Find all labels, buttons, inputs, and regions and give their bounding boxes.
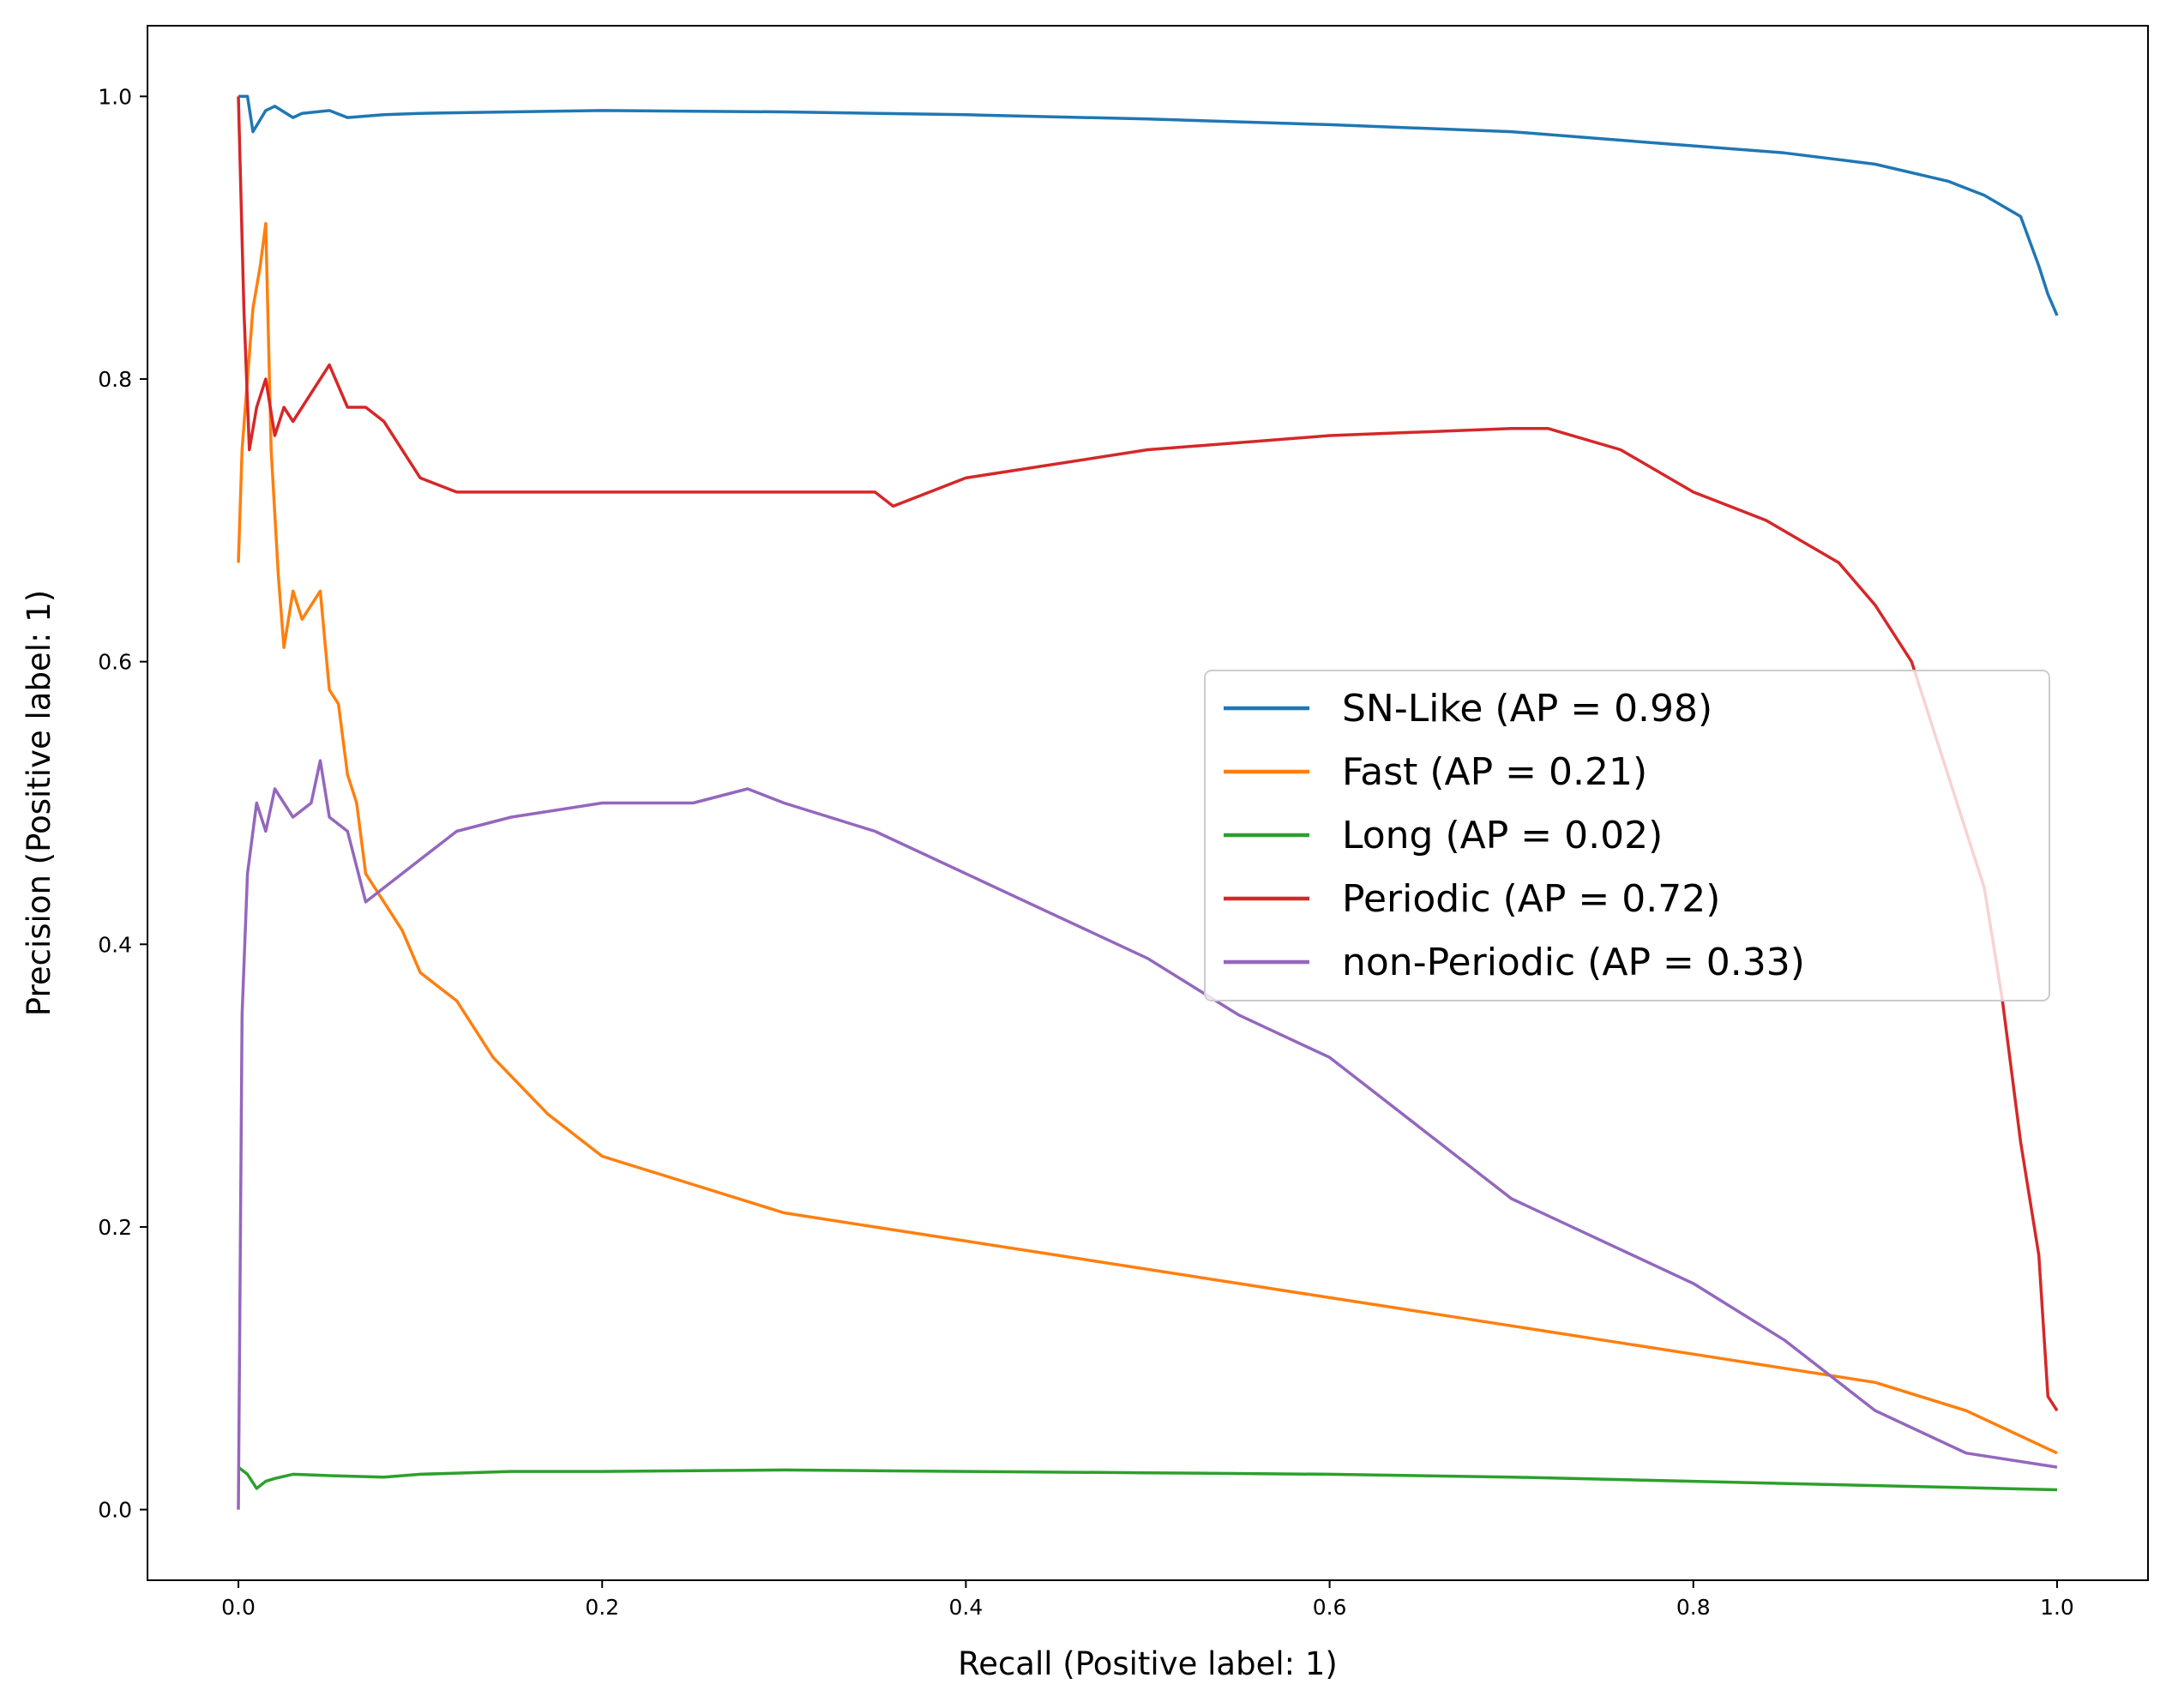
x-axis-label: Recall (Positive label: 1) <box>958 1645 1338 1682</box>
x-tick-label: 0.6 <box>1313 1595 1347 1620</box>
y-tick-label: 0.6 <box>98 650 132 675</box>
legend-label-non-periodic: non-Periodic (AP = 0.33) <box>1342 941 1805 984</box>
x-tick-label: 0.2 <box>585 1595 619 1620</box>
x-tick-label: 0.8 <box>1676 1595 1711 1620</box>
y-axis-label: Precision (Positive label: 1) <box>21 590 57 1016</box>
x-tick-label: 0.0 <box>221 1595 256 1620</box>
y-tick-label: 0.4 <box>98 932 132 957</box>
series-line-sn-like <box>238 94 2059 316</box>
y-tick-label: 0.2 <box>98 1215 132 1240</box>
y-tick-label: 1.0 <box>98 84 132 109</box>
legend: SN-Like (AP = 0.98) Fast (AP = 0.21) Long … <box>1204 670 2050 1001</box>
plot-area <box>237 94 2059 1510</box>
legend-label-periodic: Periodic (AP = 0.72) <box>1342 877 1720 921</box>
series-line-fast <box>237 221 2058 1455</box>
plot-frame <box>147 25 2149 1581</box>
legend-label-sn-like: SN-Like (AP = 0.98) <box>1342 687 1712 731</box>
series-line-non-periodic <box>237 759 2058 1510</box>
x-tick-label: 1.0 <box>2040 1595 2074 1620</box>
axes: 0.0 0.2 0.4 0.6 0.8 1.0 0.0 0.2 0.4 0.6 0.8 1.0 <box>98 25 2149 1620</box>
y-tick-label: 0.0 <box>98 1498 132 1523</box>
legend-frame <box>1204 670 2050 1001</box>
legend-label-fast: Fast (AP = 0.21) <box>1342 750 1647 794</box>
x-tick-label: 0.4 <box>949 1595 984 1620</box>
series-line-long <box>237 1465 2058 1492</box>
y-tick-label: 0.8 <box>98 367 132 392</box>
legend-label-long: Long (AP = 0.02) <box>1342 814 1663 857</box>
